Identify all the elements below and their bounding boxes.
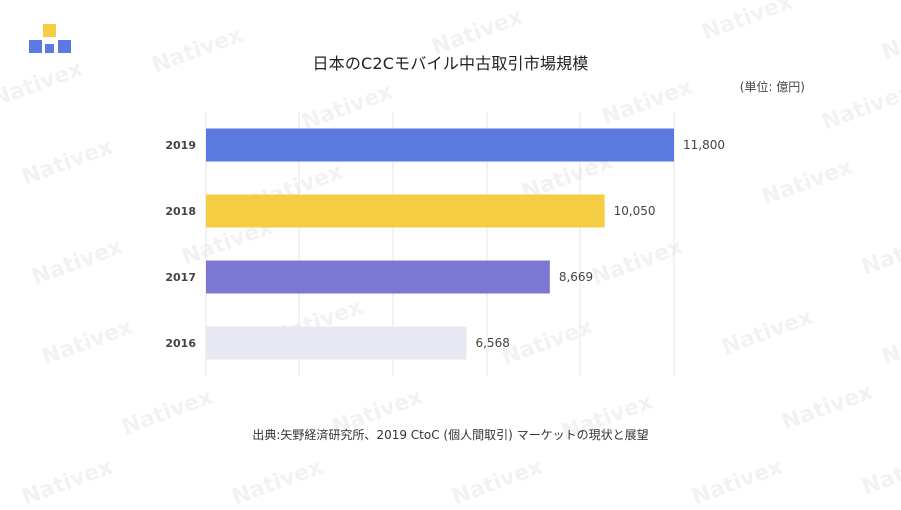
category-label-2019: 2019 bbox=[165, 139, 196, 152]
category-label-2018: 2018 bbox=[165, 205, 196, 218]
logo-block-top bbox=[43, 24, 56, 37]
bar-2018 bbox=[206, 194, 605, 228]
value-label-2018: 10,050 bbox=[614, 204, 656, 218]
value-label-2019: 11,800 bbox=[683, 138, 725, 152]
category-label-2017: 2017 bbox=[165, 271, 196, 284]
value-label-2016: 6,568 bbox=[475, 336, 509, 350]
unit-note: (単位: 億円) bbox=[739, 80, 805, 94]
logo-block-middle bbox=[45, 44, 54, 53]
source-note: 出典:矢野経済研究所、2019 CtoC (個人間取引) マーケットの現状と展望 bbox=[252, 428, 649, 442]
logo-block-right bbox=[58, 40, 71, 53]
chart-title: 日本のC2Cモバイル中古取引市場規模 bbox=[312, 54, 589, 73]
nativex-logo bbox=[29, 24, 71, 53]
category-label-2016: 2016 bbox=[165, 337, 196, 350]
bars: 2019 11,800 2018 10,050 2017 8,669 2016 6,568 bbox=[165, 128, 725, 360]
bar-2017 bbox=[206, 260, 550, 294]
bar-2016 bbox=[206, 326, 467, 360]
logo-block-left bbox=[29, 40, 42, 53]
value-label-2017: 8,669 bbox=[559, 270, 593, 284]
bar-2019 bbox=[206, 128, 674, 162]
